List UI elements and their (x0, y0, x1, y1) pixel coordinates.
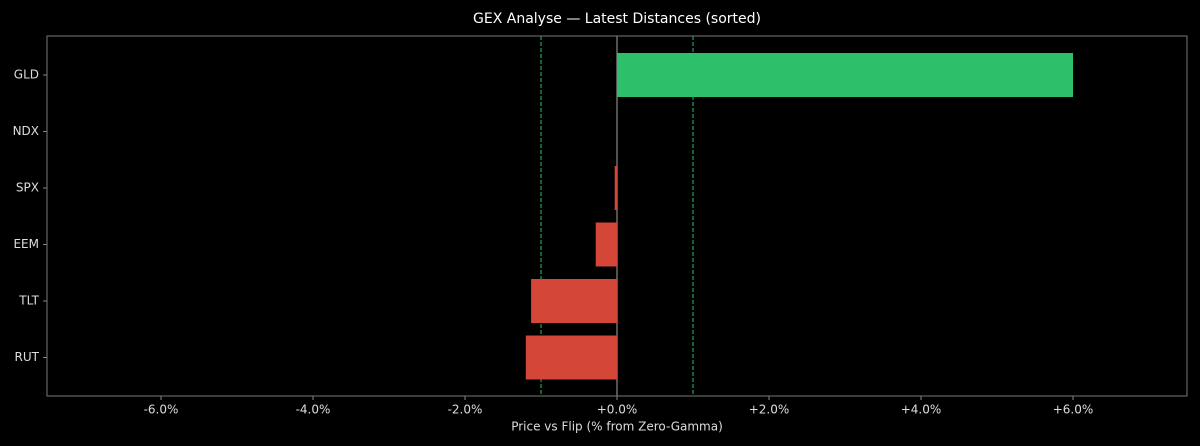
x-tick-label: +4.0% (901, 403, 942, 417)
chart-title: GEX Analyse — Latest Distances (sorted) (473, 11, 761, 27)
x-tick-label: +2.0% (749, 403, 790, 417)
bar (614, 166, 617, 210)
x-tick-label: -2.0% (448, 403, 483, 417)
bar (525, 335, 617, 380)
y-tick-label: SPX (16, 181, 39, 195)
x-axis-label: Price vs Flip (% from Zero-Gamma) (511, 420, 723, 434)
plot-frame (46, 35, 1188, 397)
y-tick-label: EEM (13, 237, 39, 251)
y-tick-label: RUT (15, 350, 40, 364)
x-tick-label: -4.0% (296, 403, 331, 417)
bar (595, 222, 617, 267)
y-tick-label: NDX (13, 124, 39, 138)
x-tick-label: +0.0% (597, 403, 638, 417)
y-tick-label: TLT (18, 294, 39, 308)
y-tick-label: GLD (14, 68, 39, 82)
bar (531, 279, 617, 323)
x-tick-label: +6.0% (1053, 403, 1094, 417)
bar (617, 53, 1073, 97)
x-tick-label: -6.0% (144, 403, 179, 417)
